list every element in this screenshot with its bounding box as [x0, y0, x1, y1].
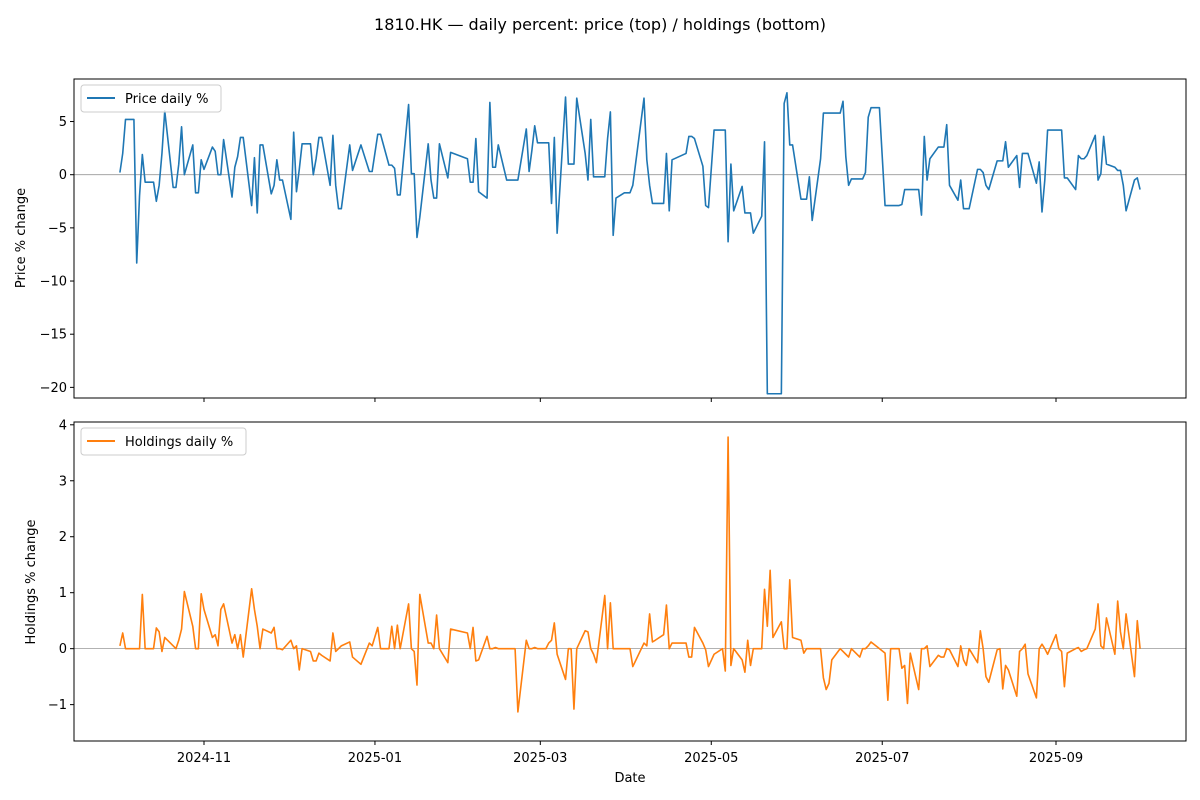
- holdings-y-tick-label: 3: [59, 474, 67, 489]
- holdings-y-ticks: 4 3 2 1 0 −1: [48, 418, 74, 713]
- price-panel: 5 0 −5 −10 −15 −20 Price % change Price daily…: [14, 78, 1187, 402]
- price-y-tick-label: −5: [48, 221, 67, 236]
- holdings-y-tick-label: 4: [59, 418, 67, 433]
- x-tick-label: 2025-09: [1029, 751, 1083, 766]
- holdings-x-ticks: 2024-11 2025-01 2025-03 2025-05 2025-07 2025-…: [177, 741, 1083, 766]
- x-tick-label: 2024-11: [177, 751, 231, 766]
- price-y-tick-label: 0: [59, 168, 67, 183]
- holdings-legend: Holdings daily %: [80, 427, 247, 456]
- price-legend-label: Price daily %: [125, 92, 208, 107]
- holdings-panel: 4 3 2 1 0 −1 2024-11 2025-01 2025-03 2025-05 2025…: [24, 418, 1187, 766]
- price-axes-frame: [73, 78, 1187, 399]
- holdings-y-tick-label: 0: [59, 642, 67, 657]
- price-legend-box: [80, 84, 222, 113]
- price-y-tick-label: 5: [59, 115, 67, 130]
- price-series-layer: [74, 92, 1186, 395]
- price-y-axis-label: Price % change: [14, 188, 29, 288]
- x-tick-label: 2025-07: [855, 751, 909, 766]
- price-y-ticks: 5 0 −5 −10 −15 −20: [40, 115, 74, 396]
- price-series-line: [119, 92, 1141, 395]
- holdings-legend-label: Holdings daily %: [125, 435, 233, 450]
- figure-title: 1810.HK — daily percent: price (top) / h…: [374, 15, 826, 34]
- price-legend: Price daily %: [80, 84, 222, 113]
- holdings-series-line: [119, 436, 1141, 713]
- price-x-ticks: [203, 398, 1057, 402]
- price-plot-area: [74, 79, 1186, 398]
- holdings-y-tick-label: −1: [48, 698, 67, 713]
- holdings-series-layer: [74, 436, 1186, 713]
- holdings-axes-frame: [73, 421, 1187, 742]
- x-tick-label: 2025-05: [684, 751, 738, 766]
- price-y-tick-label: −10: [40, 275, 67, 290]
- holdings-plot-area: [74, 422, 1186, 741]
- holdings-y-axis-label: Holdings % change: [24, 520, 39, 645]
- x-axis-label: Date: [614, 771, 645, 786]
- x-tick-label: 2025-01: [348, 751, 402, 766]
- x-tick-label: 2025-03: [513, 751, 567, 766]
- holdings-y-tick-label: 1: [59, 586, 67, 601]
- price-y-tick-label: −20: [40, 381, 67, 396]
- price-y-tick-label: −15: [40, 328, 67, 343]
- holdings-legend-box: [80, 427, 247, 456]
- holdings-y-tick-label: 2: [59, 530, 67, 545]
